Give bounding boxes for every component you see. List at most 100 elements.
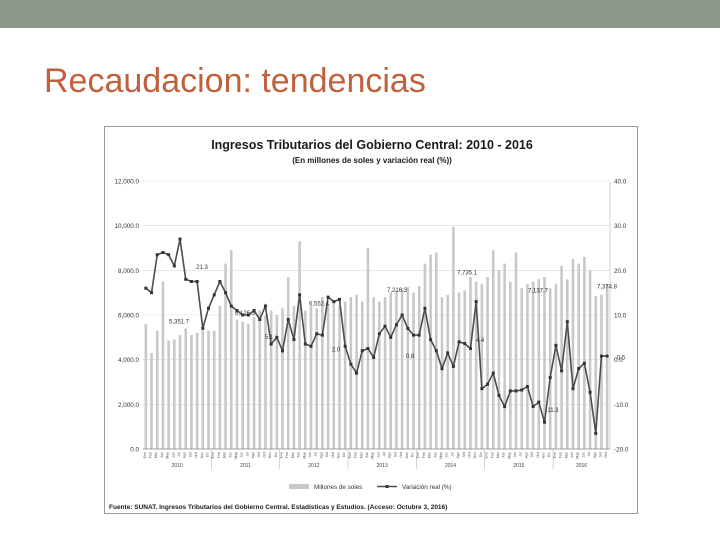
bar [514, 252, 518, 449]
chart-title: Ingresos Tributarios del Gobierno Centra… [211, 138, 533, 152]
bar [315, 308, 318, 449]
month-tick-label: Feb [285, 452, 289, 458]
bar [463, 290, 467, 449]
line-point [543, 420, 547, 424]
bar [281, 308, 284, 449]
line-point [383, 324, 387, 328]
data-label: 7,137.7 [528, 289, 549, 295]
bars-layer [144, 226, 609, 449]
bar [292, 306, 296, 449]
month-tick-label: Set [325, 452, 329, 457]
data-label: 21.3 [196, 265, 208, 271]
bar [520, 288, 524, 449]
line-point [423, 306, 427, 310]
line-point [594, 431, 598, 435]
bar [218, 306, 222, 449]
month-tick-label: Feb [559, 452, 563, 458]
line-point [252, 309, 256, 313]
line-point [161, 250, 165, 254]
bar [212, 330, 216, 449]
month-tick-label: Mar [428, 451, 432, 458]
line-point [389, 335, 393, 339]
line-point [275, 335, 279, 339]
bar [560, 265, 563, 449]
month-tick-label: Set [393, 452, 397, 457]
month-tick-label: Feb [217, 452, 221, 458]
month-tick-label: Feb [422, 452, 426, 458]
bar [235, 319, 239, 449]
year-label: 2016 [576, 463, 587, 469]
month-tick-label: Dic [547, 452, 551, 457]
month-tick-label: Jun [376, 452, 380, 458]
month-tick-label: May [166, 452, 170, 459]
month-tick-label: Set [530, 452, 534, 457]
data-label: 0.8 [406, 354, 415, 360]
line-point [486, 382, 490, 386]
legend-label: Variación real (%) [402, 484, 452, 491]
bar [554, 283, 558, 449]
line-point [582, 361, 586, 365]
month-tick-label: Nov [268, 452, 272, 459]
left-tick-label: 6,000.0 [118, 313, 140, 320]
month-tick-label: Jul [314, 452, 318, 457]
bar [395, 290, 398, 449]
line-point [172, 264, 176, 268]
bar [503, 263, 506, 449]
line-point [355, 371, 359, 375]
month-tick-label: Jun [513, 452, 517, 458]
slide-topbar [0, 0, 720, 28]
line-point [560, 369, 564, 373]
line-point [588, 390, 592, 394]
bar [594, 296, 598, 449]
bar [588, 270, 592, 449]
month-tick-label: May [234, 452, 238, 459]
month-tick-label: Oct [467, 452, 471, 458]
line-point [525, 384, 529, 388]
month-tick-label: Feb [490, 452, 494, 458]
line-point [571, 387, 575, 391]
line-point [474, 300, 478, 304]
chart-source: Fuente: SUNAT. Ingresos Tributarios del … [109, 504, 447, 511]
bar [304, 310, 307, 449]
bar [469, 277, 472, 449]
bar [600, 294, 603, 449]
month-tick-label: Mar [496, 451, 500, 458]
month-tick-label: Ago [251, 452, 255, 458]
month-tick-label: May [439, 452, 443, 459]
data-label: 5,351.7 [169, 320, 190, 326]
bar [406, 287, 410, 449]
line-point [184, 277, 188, 281]
line-point [463, 342, 467, 346]
line-point [326, 295, 330, 299]
bar [457, 292, 461, 449]
left-tick-label: 2,000.0 [118, 402, 140, 409]
month-tick-label: Oct [262, 452, 266, 458]
line-point [457, 340, 461, 344]
month-tick-label: Nov [473, 452, 477, 459]
right-tick-label: 10.0 [614, 313, 627, 320]
month-tick-label: Ene [485, 452, 489, 458]
bar [150, 352, 153, 449]
line-point [497, 393, 501, 397]
line-point [537, 400, 541, 404]
right-tick-label: 40.0 [614, 179, 627, 186]
line-point [605, 354, 609, 358]
month-tick-label: Set [188, 452, 192, 457]
month-tick-label: Abr [228, 451, 232, 457]
month-tick-label: Oct [399, 452, 403, 458]
bar [264, 315, 267, 449]
bar [275, 315, 279, 449]
month-tick-label: Jul [382, 452, 386, 457]
right-tick-label: 30.0 [614, 223, 627, 230]
left-tick-label: 10,000.0 [114, 223, 139, 230]
month-tick-label: Jun [171, 452, 175, 458]
bar [309, 306, 313, 449]
month-tick-label: Abr [160, 451, 164, 457]
line-point [286, 317, 290, 321]
month-tick-label: Abr [297, 451, 301, 457]
year-label: 2011 [240, 463, 251, 469]
line-point [235, 309, 239, 313]
bar [537, 279, 541, 449]
line-point [372, 355, 376, 359]
line-point [548, 376, 552, 380]
